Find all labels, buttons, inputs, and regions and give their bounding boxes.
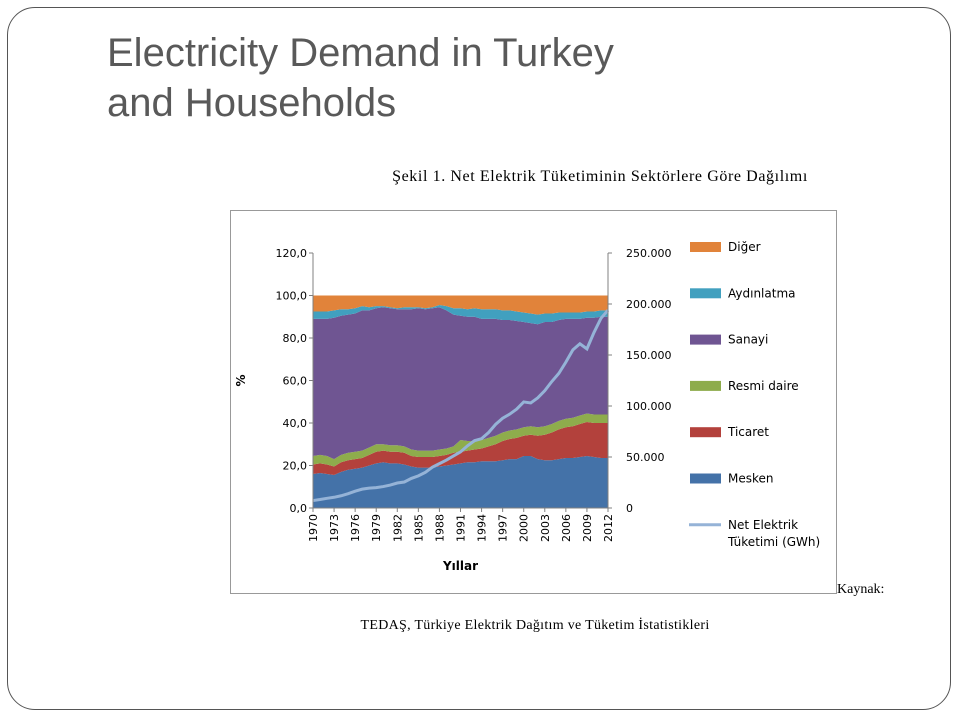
slide-title-line-2: and Households (107, 81, 397, 125)
area-sanayi (313, 307, 608, 460)
y-tick-label: 0,0 (290, 502, 308, 515)
x-tick-label: 2006 (560, 514, 573, 542)
x-tick-label: 2012 (602, 514, 615, 542)
x-tick-label: 2000 (518, 514, 531, 542)
y-tick-label: 120,0 (276, 247, 308, 260)
legend-swatch (690, 473, 721, 484)
x-tick-label: 1985 (412, 514, 425, 542)
legend: Diğer Aydınlatma Sanayi Resmi daire Ticaret M… (689, 240, 820, 549)
area-aydinlatma (313, 305, 608, 325)
slide-title: Electricity Demand in Turkey and Househo… (107, 28, 867, 128)
x-tick-label: 1988 (433, 514, 446, 542)
area-diger (313, 295, 608, 315)
chart: 0,0 20,0 40,0 60,0 80,0 100,0 120,0 0 50.000 100.… (234, 240, 820, 573)
axes: 0,0 20,0 40,0 60,0 80,0 100,0 120,0 0 50.000 100.… (234, 247, 672, 573)
y2-tick-label: 150.000 (626, 349, 672, 362)
legend-label: Mesken (728, 472, 774, 486)
legend-label: Aydınlatma (728, 286, 796, 300)
x-tick-label: 1976 (349, 514, 362, 542)
y-tick-label: 40,0 (283, 417, 308, 430)
slide-title-line-1: Electricity Demand in Turkey (107, 31, 614, 75)
y2-tick-label: 200.000 (626, 298, 672, 311)
x-tick-label: 2009 (581, 514, 594, 542)
legend-label: Resmi daire (728, 379, 799, 393)
legend-label: Diğer (728, 240, 761, 254)
y-axis-title: % (234, 374, 248, 386)
legend-label: Ticaret (727, 425, 769, 439)
x-axis-title: Yıllar (442, 559, 478, 573)
y2-tick-label: 50.000 (626, 451, 665, 464)
legend-swatch (690, 380, 721, 391)
y-tick-label: 60,0 (283, 375, 308, 388)
legend-swatch (690, 242, 721, 252)
source-label: Kaynak: (837, 582, 885, 597)
x-tick-label: 1991 (455, 514, 468, 542)
legend-label-cont: Tüketimi (GWh) (727, 535, 820, 549)
y-tick-label: 20,0 (283, 460, 308, 473)
slide-frame (7, 7, 951, 710)
legend-item-diger: Diğer (690, 240, 761, 254)
legend-label: Net Elektrik (728, 518, 798, 532)
stacked-areas (313, 295, 608, 508)
legend-swatch (690, 288, 721, 299)
x-tick-label: 1979 (370, 514, 383, 542)
legend-item-resmi-daire: Resmi daire (690, 379, 799, 393)
figure-title: Şekil 1. Net Elektrik Tüketiminin Sektör… (392, 168, 808, 185)
chart-box: 0,0 20,0 40,0 60,0 80,0 100,0 120,0 0 50.000 100.… (230, 210, 837, 594)
y2-tick-label: 100.000 (626, 400, 672, 413)
y-tick-label: 80,0 (283, 332, 308, 345)
source-text: TEDAŞ, Türkiye Elektrik Dağıtım ve Tüket… (360, 618, 710, 633)
area-mesken (313, 455, 608, 508)
legend-swatch (690, 427, 721, 438)
y-tick-label: 100,0 (276, 290, 308, 303)
legend-item-aydinlatma: Aydınlatma (690, 286, 796, 300)
y2-tick-label: 250.000 (626, 247, 672, 260)
x-tick-label: 1997 (497, 514, 510, 542)
x-tick-label: 1973 (328, 514, 341, 542)
x-tick-label: 2003 (539, 514, 552, 542)
legend-swatch (690, 334, 721, 345)
legend-item-net-elektrik-tuketimi-gwh: Net Elektrik Tüketimi (GWh) (689, 518, 820, 549)
series-line-net-elektrik (312, 309, 610, 503)
legend-item-ticaret: Ticaret (690, 425, 769, 439)
x-tick-label: 1970 (307, 514, 320, 542)
x-tick-label: 1982 (391, 514, 404, 542)
legend-item-mesken: Mesken (690, 472, 774, 486)
y2-tick-label: 0 (626, 502, 633, 515)
legend-label: Sanayi (728, 333, 768, 347)
legend-item-sanayi: Sanayi (690, 333, 768, 347)
x-tick-label: 1994 (476, 514, 489, 542)
